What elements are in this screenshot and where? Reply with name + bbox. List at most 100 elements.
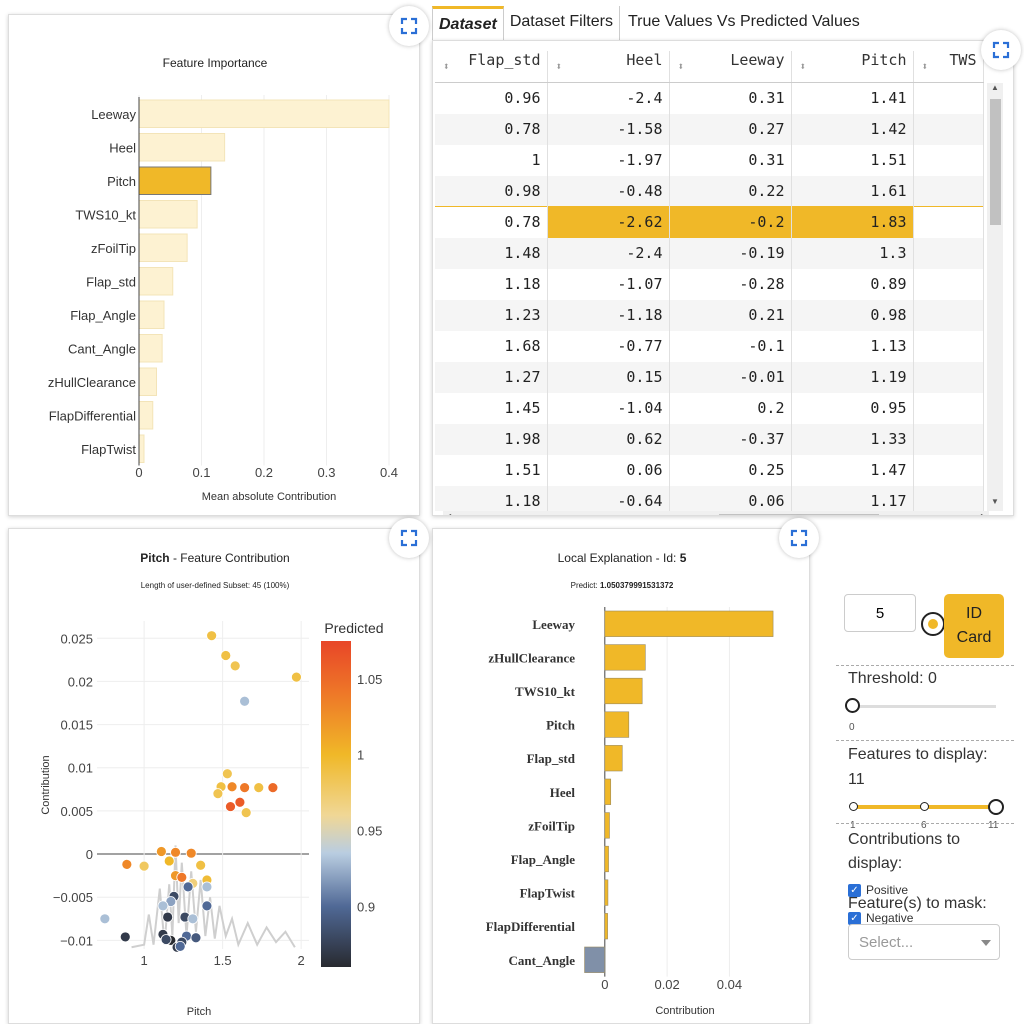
tab-dataset-filters[interactable]: Dataset Filters — [504, 6, 620, 40]
table-cell[interactable]: -1.58 — [547, 113, 670, 145]
table-cell[interactable] — [913, 485, 984, 511]
table-cell[interactable]: 1.18 — [435, 268, 548, 300]
table-cell[interactable] — [913, 144, 984, 176]
table-cell[interactable]: 0.78 — [435, 113, 548, 145]
table-row[interactable]: 1.18 -1.07 -0.28 0.89 — [435, 268, 984, 300]
table-cell[interactable]: -1.18 — [547, 299, 670, 331]
scroll-left-arrow[interactable]: ◀ — [445, 512, 451, 515]
table-cell[interactable]: 1.45 — [435, 392, 548, 424]
table-cell[interactable] — [913, 454, 984, 486]
table-row[interactable]: 1.51 0.06 0.25 1.47 — [435, 454, 984, 486]
table-cell[interactable]: 1.98 — [435, 423, 548, 455]
id-card-icon[interactable] — [921, 612, 945, 636]
table-cell[interactable]: 1.41 — [791, 82, 914, 114]
table-cell[interactable]: -2.4 — [547, 82, 670, 114]
table-row[interactable]: 1.18 -0.64 0.06 1.17 — [435, 485, 984, 511]
table-cell[interactable]: 1.68 — [435, 330, 548, 362]
table-cell[interactable] — [913, 206, 984, 238]
table-cell[interactable]: 0.22 — [669, 175, 792, 207]
table-cell[interactable]: 1.48 — [435, 237, 548, 269]
table-row[interactable]: 1 -1.97 0.31 1.51 — [435, 144, 984, 176]
table-cell[interactable]: -0.19 — [669, 237, 792, 269]
table-row[interactable]: 1.48 -2.4 -0.19 1.3 — [435, 237, 984, 269]
table-cell[interactable]: 0.06 — [669, 485, 792, 511]
vertical-scroll-thumb[interactable] — [990, 99, 1001, 225]
expand-dataset-button[interactable] — [981, 30, 1021, 70]
table-cell[interactable]: 0.2 — [669, 392, 792, 424]
table-cell[interactable]: 1.51 — [435, 454, 548, 486]
threshold-slider-track[interactable] — [852, 705, 996, 708]
expand-contribution-button[interactable] — [389, 518, 429, 558]
column-header[interactable]: ⬍ Heel — [547, 51, 670, 83]
id-input[interactable] — [844, 594, 916, 632]
features-slider-handle[interactable] — [988, 799, 1004, 815]
table-cell[interactable]: 1.19 — [791, 361, 914, 393]
table-cell[interactable]: -2.62 — [547, 206, 670, 238]
table-cell[interactable] — [913, 237, 984, 269]
tab-true-vs-predicted[interactable]: True Values Vs Predicted Values — [627, 13, 860, 30]
vertical-scrollbar[interactable]: ▲ ▼ — [987, 83, 1003, 511]
table-row[interactable]: 0.98 -0.48 0.22 1.61 — [435, 175, 984, 207]
table-row[interactable]: 1.27 0.15 -0.01 1.19 — [435, 361, 984, 393]
table-cell[interactable]: 1.47 — [791, 454, 914, 486]
table-cell[interactable]: 1.51 — [791, 144, 914, 176]
table-cell[interactable] — [913, 113, 984, 145]
features-slider-dot-6[interactable] — [920, 802, 929, 811]
table-cell[interactable]: -0.64 — [547, 485, 670, 511]
tab-dataset[interactable]: Dataset — [432, 6, 504, 40]
table-cell[interactable]: 0.25 — [669, 454, 792, 486]
table-cell[interactable]: 1.13 — [791, 330, 914, 362]
table-cell[interactable]: 1.17 — [791, 485, 914, 511]
table-cell[interactable]: 1.23 — [435, 299, 548, 331]
expand-local-button[interactable] — [779, 518, 819, 558]
features-slider-dot-1[interactable] — [849, 802, 858, 811]
table-cell[interactable]: 0.98 — [435, 175, 548, 207]
table-cell[interactable]: -1.97 — [547, 144, 670, 176]
table-cell[interactable]: 0.21 — [669, 299, 792, 331]
table-cell[interactable]: 1.83 — [791, 206, 914, 238]
table-cell[interactable]: -0.28 — [669, 268, 792, 300]
horizontal-scrollbar[interactable]: ◀ ▶ — [443, 511, 989, 515]
table-cell[interactable]: 0.31 — [669, 144, 792, 176]
table-cell[interactable]: -1.07 — [547, 268, 670, 300]
table-cell[interactable]: -0.48 — [547, 175, 670, 207]
table-cell[interactable]: 0.78 — [435, 206, 548, 238]
table-cell[interactable] — [913, 423, 984, 455]
scroll-right-arrow[interactable]: ▶ — [981, 512, 987, 515]
table-row[interactable]: 1.45 -1.04 0.2 0.95 — [435, 392, 984, 424]
scroll-down-arrow[interactable]: ▼ — [991, 497, 999, 506]
horizontal-scroll-thumb[interactable] — [719, 514, 879, 515]
table-cell[interactable] — [913, 268, 984, 300]
id-card-button[interactable]: ID Card — [944, 594, 1004, 658]
scroll-up-arrow[interactable]: ▲ — [991, 83, 999, 92]
table-cell[interactable]: 1 — [435, 144, 548, 176]
table-cell[interactable] — [913, 330, 984, 362]
column-header[interactable]: ⬍ Pitch — [791, 51, 914, 83]
table-row[interactable]: 1.98 0.62 -0.37 1.33 — [435, 423, 984, 455]
table-cell[interactable]: 0.15 — [547, 361, 670, 393]
table-cell[interactable] — [913, 175, 984, 207]
column-header[interactable]: ⬍ TWS — [913, 51, 984, 83]
table-cell[interactable]: 0.27 — [669, 113, 792, 145]
table-cell[interactable]: -0.77 — [547, 330, 670, 362]
table-cell[interactable] — [913, 82, 984, 114]
threshold-slider-handle[interactable] — [845, 698, 860, 713]
table-cell[interactable]: 0.06 — [547, 454, 670, 486]
column-header[interactable]: ⬍ Leeway — [669, 51, 792, 83]
table-cell[interactable]: 0.89 — [791, 268, 914, 300]
table-cell[interactable]: 1.42 — [791, 113, 914, 145]
table-cell[interactable]: -1.04 — [547, 392, 670, 424]
table-cell[interactable]: -0.1 — [669, 330, 792, 362]
table-cell[interactable]: 0.62 — [547, 423, 670, 455]
table-cell[interactable]: 0.95 — [791, 392, 914, 424]
table-cell[interactable]: 1.18 — [435, 485, 548, 511]
table-cell[interactable]: -2.4 — [547, 237, 670, 269]
table-cell[interactable]: 0.98 — [791, 299, 914, 331]
table-cell[interactable]: 1.3 — [791, 237, 914, 269]
table-cell[interactable] — [913, 392, 984, 424]
positive-checkbox[interactable]: ✓ Positive — [848, 883, 908, 898]
table-cell[interactable]: 0.31 — [669, 82, 792, 114]
expand-importance-button[interactable] — [389, 6, 429, 46]
table-row[interactable]: 1.23 -1.18 0.21 0.98 — [435, 299, 984, 331]
table-cell[interactable]: -0.2 — [669, 206, 792, 238]
